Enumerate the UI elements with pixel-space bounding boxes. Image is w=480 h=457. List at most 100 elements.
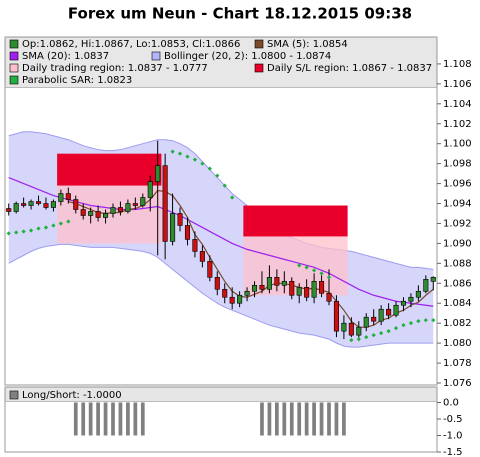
sar-dot — [192, 157, 198, 162]
candle-body — [400, 300, 407, 306]
candle-body — [28, 201, 34, 206]
bollinger-upper — [8, 131, 434, 270]
legend-box — [5, 37, 437, 88]
sar-dot — [58, 221, 63, 226]
long-short-bar — [312, 402, 316, 436]
sar-dot — [21, 229, 26, 234]
bollinger-lower — [8, 243, 434, 348]
sar-dot — [311, 268, 317, 273]
y-tick-label: 1.086 — [443, 278, 472, 289]
candle-body — [363, 316, 369, 328]
candle-body — [110, 207, 116, 214]
legend-swatch — [9, 63, 19, 73]
candle-body — [21, 203, 27, 206]
candle-body — [222, 288, 228, 298]
candle-body — [147, 181, 153, 198]
sar-dot — [356, 337, 361, 342]
candle-body — [415, 290, 421, 298]
candle-body — [311, 280, 317, 298]
sar-dot — [349, 338, 354, 343]
candle-body — [430, 277, 436, 282]
candle-body — [393, 304, 399, 316]
legend-swatch — [9, 75, 19, 85]
legend-swatch — [254, 63, 264, 73]
sar-dot — [177, 151, 183, 156]
long-short-bar — [289, 402, 294, 436]
candle-body — [162, 165, 168, 242]
sar-dot — [431, 318, 436, 323]
candle-body — [237, 294, 243, 304]
y-tick-label: 1.084 — [443, 298, 472, 309]
sar-dot — [423, 318, 428, 323]
candle-body — [207, 261, 213, 278]
sar-dot — [36, 226, 41, 231]
y-tick-label: 1.100 — [443, 139, 472, 150]
sar-dot — [6, 231, 11, 236]
legend-swatch — [9, 39, 19, 49]
long-short-bar — [304, 402, 309, 436]
candle-body — [43, 203, 49, 208]
candle-body — [6, 208, 12, 212]
sar-dot — [207, 166, 212, 171]
candle-body — [229, 296, 235, 304]
y-tick-label: 1.080 — [443, 338, 472, 349]
long-short-bar — [111, 402, 115, 436]
sar-dot — [230, 195, 235, 200]
candle-body — [251, 284, 258, 292]
y-tick-label: 1.088 — [443, 258, 472, 269]
long-short-bar — [282, 402, 287, 436]
candle-body — [408, 296, 414, 302]
sar-dot — [401, 323, 406, 328]
legend-label: Parabolic SAR: 1.0823 — [22, 75, 132, 86]
legend-label: Long/Short: -1.0000 — [22, 390, 122, 401]
candle-body — [140, 197, 146, 206]
sl-region — [57, 153, 162, 186]
long-short-bar — [140, 402, 145, 436]
candle-body — [95, 211, 101, 218]
candle-body — [170, 213, 176, 242]
sar-dot — [43, 225, 49, 230]
long-short-bar — [260, 402, 264, 436]
sar-dot — [371, 333, 376, 338]
candle-body — [423, 279, 429, 292]
legend-label: SMA (20): 1.0837 — [22, 51, 109, 62]
candle-body — [266, 277, 272, 290]
long-short-bar — [73, 402, 78, 436]
sar-dot — [170, 149, 175, 154]
candle-body — [296, 286, 302, 296]
sar-dot — [66, 219, 71, 224]
candle-body — [35, 201, 42, 204]
long-short-bar — [267, 402, 272, 436]
legend-label: Daily S/L region: 1.0867 - 1.0837 — [267, 63, 432, 74]
long-short-bar — [118, 402, 123, 436]
candle-body — [125, 203, 131, 212]
candle-body — [319, 280, 325, 294]
sma20-line — [8, 177, 434, 307]
lower-legend-box — [5, 387, 437, 402]
candle-body — [371, 316, 377, 322]
sar-dot — [297, 263, 302, 268]
candle-body — [259, 284, 265, 290]
y-tick-label: -1.5 — [443, 447, 463, 457]
y-tick-label: 1.082 — [443, 318, 472, 329]
y-tick-label: 1.094 — [443, 199, 472, 210]
long-short-bar — [81, 402, 86, 436]
candle-body — [386, 308, 392, 316]
candle-body — [58, 193, 64, 202]
candle-body — [103, 213, 109, 218]
candle-body — [88, 211, 94, 216]
candle-body — [356, 326, 362, 336]
sar-dot — [28, 228, 34, 233]
candle-body — [244, 290, 250, 296]
legend-label: SMA (5): 1.0854 — [267, 39, 348, 50]
sar-dot — [364, 335, 369, 340]
sar-dot — [379, 331, 384, 336]
sar-dot — [215, 173, 220, 178]
y-tick-label: 0.0 — [443, 398, 459, 409]
sar-dot — [319, 271, 324, 276]
long-short-bar — [103, 402, 108, 436]
y-tick-label: -0.5 — [443, 414, 463, 425]
legend-swatch — [151, 51, 161, 61]
y-tick-label: -1.0 — [443, 431, 463, 442]
